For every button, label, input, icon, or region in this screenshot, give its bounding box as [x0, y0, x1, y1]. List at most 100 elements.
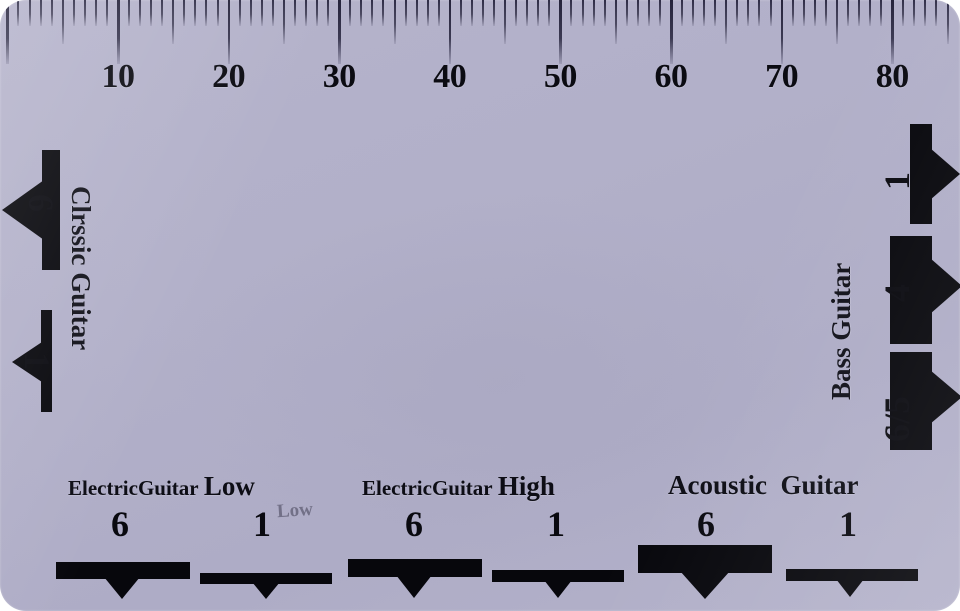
ruler-tick-major — [891, 0, 894, 64]
ruler-tick-minor — [658, 0, 661, 26]
ruler-tick-major — [338, 0, 341, 64]
classic-guitar-label: Clrssic Guitar — [66, 186, 96, 351]
ruler-tick-minor — [105, 0, 108, 26]
ruler-tick-minor — [183, 0, 186, 26]
marker-bar — [910, 124, 932, 224]
classic-guitar-marker-6[interactable] — [0, 150, 60, 270]
ruler-tick-mid — [946, 0, 949, 44]
ruler-tick-minor — [935, 0, 938, 26]
ruler-tick-minor — [459, 0, 462, 26]
classic-guitar-value-6: 6 — [21, 194, 61, 212]
ruler-tick-minor — [327, 0, 330, 26]
acoustic-guitar-marker-1[interactable] — [786, 569, 918, 605]
acoustic-guitar-marker-6[interactable] — [638, 545, 772, 601]
ruler-label: 10 — [101, 58, 136, 95]
ruler-tick-minor — [747, 0, 750, 26]
ruler-tick-minor — [570, 0, 573, 26]
electric-guitar-low-marker-1[interactable] — [200, 573, 332, 607]
ruler-tick-minor — [260, 0, 263, 26]
ruler-tick-minor — [349, 0, 352, 26]
ruler-tick-major — [670, 0, 673, 64]
ruler-tick-minor — [39, 0, 42, 26]
ruler-tick-mid — [393, 0, 396, 44]
ruler-tick-major — [117, 0, 120, 64]
marker-arrow-right-icon — [930, 370, 960, 424]
ruler-tick-minor — [404, 0, 407, 26]
ruler-tick-minor — [249, 0, 252, 26]
marker-arrow-right-icon — [930, 258, 960, 314]
ruler-tick-minor — [50, 0, 53, 26]
ruler-tick-minor — [360, 0, 363, 26]
ruler-tick-major — [448, 0, 452, 64]
ruler-tick-minor — [736, 0, 739, 26]
ruler-tick-minor — [548, 0, 551, 26]
ruler-tick-minor — [791, 0, 794, 26]
ruler-tick-minor — [681, 0, 684, 26]
bass-guitar-marker-4[interactable] — [890, 236, 960, 344]
marker-arrow-down-icon — [252, 582, 280, 599]
title-space — [767, 470, 781, 500]
ruler-label: 60 — [654, 58, 689, 95]
ruler-tick-minor — [858, 0, 861, 26]
electric-guitar-low-marker-6[interactable] — [56, 562, 190, 602]
marker-arrow-down-icon — [396, 575, 432, 598]
title-big: Guitar — [780, 470, 859, 500]
ruler-tick-minor — [824, 0, 827, 26]
ruler-tick-minor — [647, 0, 650, 26]
marker-bar — [890, 236, 932, 344]
acoustic-guitar-title: Acoustic Guitar — [668, 470, 858, 501]
ruler-tick-minor — [625, 0, 628, 26]
marker-arrow-down-icon — [680, 571, 730, 599]
marker-arrow-left-icon — [12, 342, 42, 382]
ruler-label: 40 — [433, 58, 467, 95]
ghost-artifact-low: Low — [276, 498, 314, 523]
ruler-tick-minor — [83, 0, 86, 26]
ruler-label: 80 — [875, 58, 910, 95]
ruler-tick-minor — [426, 0, 429, 26]
ruler-tick-minor — [924, 0, 927, 26]
ruler-tick-minor — [592, 0, 595, 26]
ruler-tick-mid — [172, 0, 175, 44]
ruler-tick-minor — [636, 0, 639, 26]
ruler-tick-mid — [61, 0, 64, 44]
ruler-tick-minor — [470, 0, 473, 26]
ruler-tick-minor — [72, 0, 75, 26]
ruler-tick-minor — [238, 0, 241, 26]
ruler-tick-minor — [537, 0, 540, 26]
bass-guitar-marker-6-5[interactable] — [890, 352, 960, 450]
ruler-tick-minor — [271, 0, 274, 26]
ruler-tick-mid — [835, 0, 838, 44]
bass-guitar-marker-1[interactable] — [910, 124, 960, 224]
ruler-tick-minor — [17, 0, 20, 26]
ruler-tick-minor — [128, 0, 131, 26]
ruler-tick-mid — [282, 0, 285, 44]
marker-bar — [638, 545, 772, 573]
electric-guitar-high-marker-6[interactable] — [348, 559, 482, 601]
ruler-tick-minor — [216, 0, 219, 26]
ruler-tick-minor — [758, 0, 761, 26]
ruler-tick-minor — [205, 0, 208, 26]
classic-guitar-marker-1[interactable] — [0, 310, 52, 412]
marker-arrow-down-icon — [544, 580, 572, 598]
bass-guitar-value-1: 1 — [877, 172, 917, 190]
ruler-tick-minor — [150, 0, 153, 26]
marker-bar — [42, 150, 60, 270]
ruler-tick-minor — [769, 0, 772, 26]
title-small: ElectricGuitar — [68, 476, 199, 500]
ruler-tick-major — [559, 0, 562, 64]
title-big: Low — [203, 471, 255, 501]
electric-guitar-high-marker-1[interactable] — [492, 570, 624, 606]
ruler-tick-minor — [902, 0, 905, 26]
ruler-tick-minor — [437, 0, 440, 26]
bass-guitar-value-4: 4 — [877, 284, 917, 302]
ruler-tick-minor — [880, 0, 883, 26]
ruler-tick-major — [227, 0, 231, 64]
electric-guitar-high-title: ElectricGuitar High — [362, 471, 555, 502]
ruler-tick-minor — [94, 0, 97, 26]
marker-bar — [786, 569, 918, 581]
ruler-tick-minor — [493, 0, 496, 26]
marker-arrow-right-icon — [930, 148, 960, 200]
ruler-tick-minor — [139, 0, 142, 26]
ruler-tick-minor — [194, 0, 197, 26]
